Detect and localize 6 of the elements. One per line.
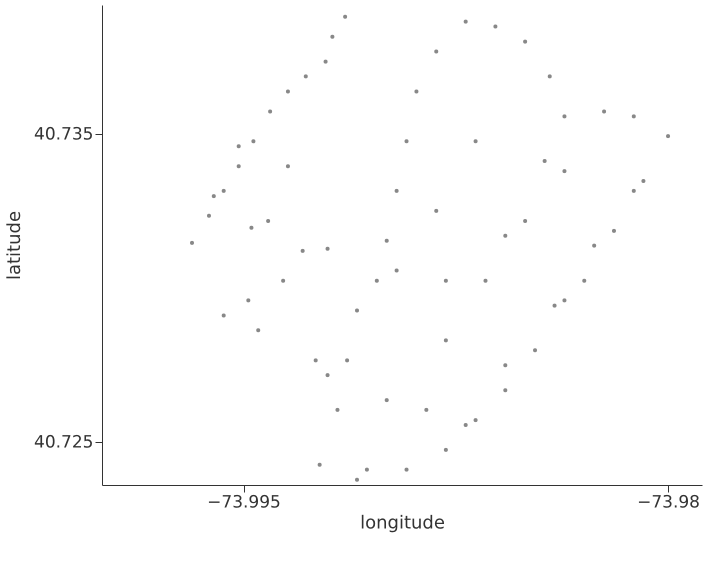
x-tick-label: −73.995 [207, 492, 281, 512]
y-tick-label: 40.735 [34, 124, 94, 145]
y-axis-title: latitude [4, 210, 26, 280]
x-tick-label: −73.98 [637, 492, 700, 512]
y-tick-label: 40.725 [34, 432, 94, 452]
x-axis-title: longitude [360, 512, 445, 534]
